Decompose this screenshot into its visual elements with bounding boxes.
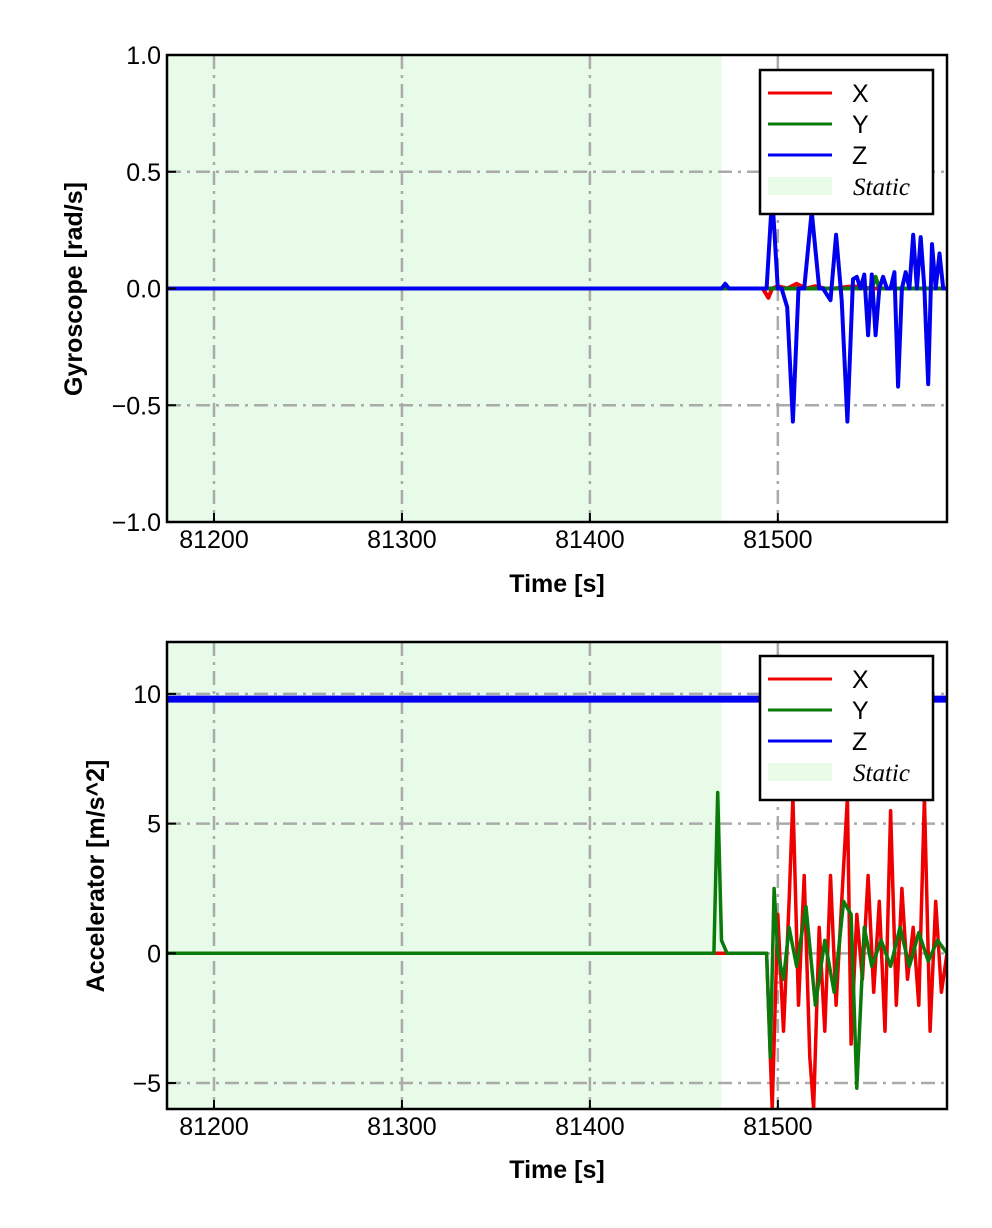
accelerator-ticks: 81200 81300 81400 81500 −5 0 5 10: [132, 681, 812, 1141]
gyroscope-y-tick-label: 0.5: [126, 159, 161, 187]
gyroscope-chart: 81200 81300 81400 81500 −1.0 −0.5 0.0 0.5 1.0 Ti…: [60, 42, 949, 598]
gyroscope-x-axis-label: Time [s]: [509, 570, 604, 598]
gyroscope-legend-static-swatch: [768, 177, 832, 195]
gyroscope-x-tick-label: 81500: [743, 526, 813, 554]
accelerator-y-tick-label: 0: [147, 940, 161, 968]
accelerator-legend-z-label: Z: [852, 728, 867, 756]
accelerator-y-tick-label: 10: [133, 681, 161, 709]
gyroscope-legend-y-label: Y: [852, 111, 869, 139]
accelerator-x-tick-label: 81500: [743, 1113, 813, 1141]
gyroscope-x-tick-label: 81400: [555, 526, 625, 554]
accelerator-y-tick-label: 5: [147, 811, 161, 839]
accelerator-legend-y-label: Y: [852, 697, 869, 725]
gyroscope-x-tick-label: 81200: [179, 526, 249, 554]
gyroscope-ticks: 81200 81300 81400 81500 −1.0 −0.5 0.0 0.5 1.0: [112, 42, 813, 554]
accelerator-legend-static-label: Static: [853, 760, 910, 787]
gyroscope-y-tick-label: 1.0: [126, 42, 161, 70]
gyroscope-y-tick-label: 0.0: [126, 276, 161, 304]
gyroscope-x-tick-label: 81300: [367, 526, 437, 554]
gyroscope-y-tick-label: −0.5: [112, 392, 161, 420]
accelerator-chart: 81200 81300 81400 81500 −5 0 5 10 Time [s] Acce…: [82, 640, 949, 1184]
accelerator-static-band: [167, 642, 722, 1109]
gyroscope-legend-static-label: Static: [853, 174, 910, 201]
accelerator-plot-frame: [165, 640, 949, 1111]
gyroscope-series: [167, 193, 947, 424]
accelerator-legend-static-swatch: [768, 763, 832, 781]
accelerator-x-axis-label: Time [s]: [509, 1156, 604, 1184]
gyroscope-y-tick-label: −1.0: [112, 509, 161, 537]
gyroscope-legend-x-label: X: [852, 80, 869, 108]
gyroscope-y-axis-label: Gyroscope [rad/s]: [60, 182, 88, 396]
accelerator-static-region: [167, 642, 722, 1109]
accelerator-y-axis-label: Accelerator [m/s^2]: [82, 760, 110, 993]
accelerator-legend: X Y Z Static: [758, 654, 935, 802]
accelerator-y-tick-label: −5: [132, 1070, 161, 1098]
accelerator-x-tick-label: 81200: [179, 1113, 249, 1141]
accelerator-legend-x-label: X: [852, 666, 869, 694]
gyroscope-legend-z-label: Z: [852, 142, 867, 170]
accelerator-x-tick-label: 81300: [367, 1113, 437, 1141]
accelerator-series-y-line: [167, 790, 947, 1090]
accelerator-x-tick-label: 81400: [555, 1113, 625, 1141]
gyroscope-legend: X Y Z Static: [758, 68, 935, 216]
gyroscope-series-z-line: [167, 193, 947, 424]
